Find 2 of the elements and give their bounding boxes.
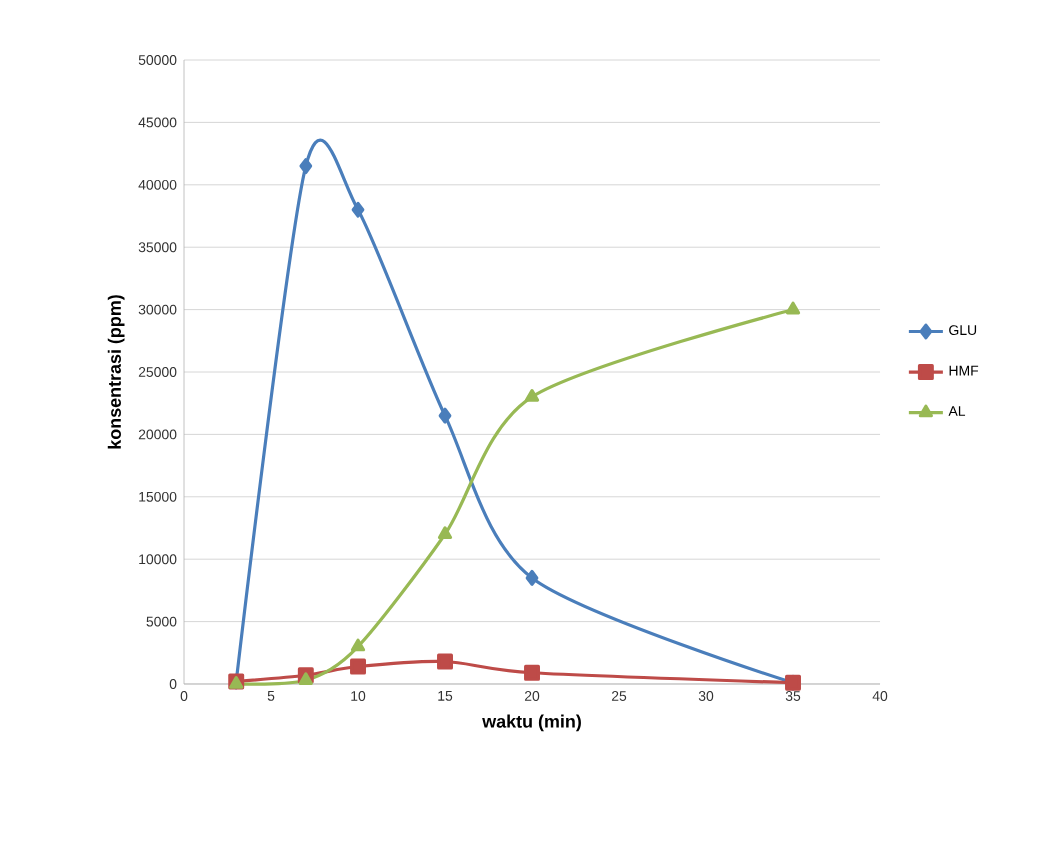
y-axis-title: konsentrasi (ppm): [107, 295, 125, 449]
x-axis-title: waktu (min): [482, 714, 581, 732]
